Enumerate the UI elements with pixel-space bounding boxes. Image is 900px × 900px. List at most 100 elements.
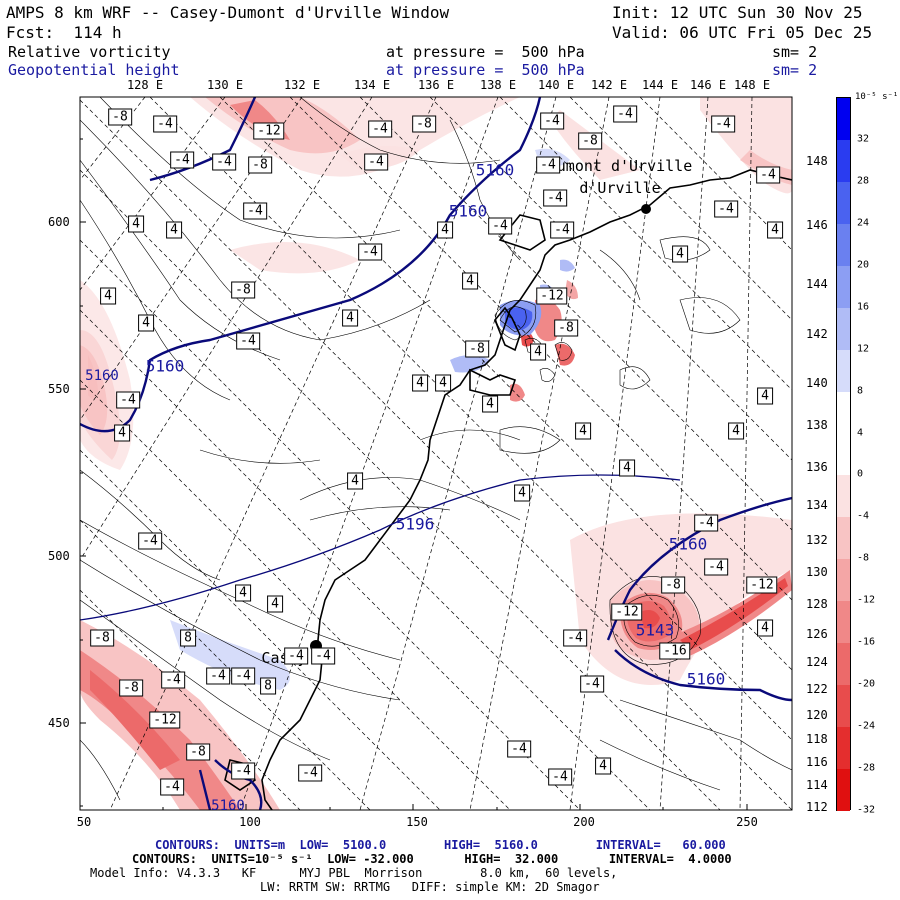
vorticity-label: -8 <box>90 629 114 647</box>
vorticity-label: 4 <box>437 221 453 239</box>
colorbar-segment <box>837 727 850 770</box>
colorbar-label: 8 <box>857 385 864 397</box>
colorbar-label: -28 <box>857 762 876 774</box>
vorticity-label: 4 <box>462 272 478 290</box>
colorbar-segment <box>837 139 850 183</box>
vorticity-label: 4 <box>530 343 546 361</box>
axis-ticks <box>79 138 748 810</box>
y-tick-label: 500 <box>48 549 70 563</box>
y-tick-label: 550 <box>48 382 70 396</box>
field1-name: Relative vorticity <box>8 43 171 61</box>
vorticity-label: -8 <box>661 576 685 594</box>
x-tick-label: 200 <box>573 815 595 829</box>
right-lon-label: 128 E <box>806 597 843 611</box>
vorticity-label: -4 <box>507 740 531 758</box>
vorticity-label: 4 <box>412 374 428 392</box>
lon-label: 136 E <box>417 78 455 92</box>
vorticity-label: 4 <box>482 395 498 413</box>
height-label: 5160 <box>145 356 185 376</box>
x-tick-label: 50 <box>76 815 92 829</box>
lon-label: 128 E <box>126 78 164 92</box>
vorticity-label: -12 <box>611 603 643 621</box>
vorticity-label: 4 <box>575 422 591 440</box>
footer-physics: LW: RRTM SW: RRTMG DIFF: simple KM: 2D S… <box>260 880 600 894</box>
height-label: 5160 <box>211 798 245 814</box>
y-tick-label: 600 <box>48 215 70 229</box>
vorticity-label: -4 <box>138 532 162 550</box>
height-label: 5160 <box>686 669 726 689</box>
colorbar-label: 20 <box>857 259 870 271</box>
colorbar-label: -32 <box>857 804 876 816</box>
vorticity-label: -4 <box>236 332 260 350</box>
vorticity-label: -4 <box>704 558 728 576</box>
right-lon-label: 136 E <box>806 460 843 474</box>
vorticity-label: -4 <box>550 221 574 239</box>
vorticity-label: 4 <box>435 374 451 392</box>
vorticity-label: -4 <box>231 667 255 685</box>
vorticity-label: 4 <box>267 595 283 613</box>
vorticity-label: 8 <box>180 629 196 647</box>
right-lon-label: 112 E <box>806 800 843 814</box>
colorbar-label: -16 <box>857 636 876 648</box>
colorbar-segment <box>837 265 850 309</box>
vorticity-label: -4 <box>170 151 194 169</box>
vorticity-label: -4 <box>756 166 780 184</box>
height-label: 5160 <box>475 160 515 180</box>
vorticity-label: -16 <box>659 642 691 660</box>
x-tick-label: 250 <box>736 815 758 829</box>
colorbar-segment <box>837 559 850 602</box>
vorticity-label: -8 <box>554 319 578 337</box>
colorbar-segment <box>837 685 850 728</box>
height-label: 5160 <box>448 201 488 221</box>
right-lon-label: 118 E <box>806 732 843 746</box>
colorbar-label: 32 <box>857 133 870 145</box>
vorticity-label: 4 <box>347 472 363 490</box>
vorticity-label: -4 <box>488 217 512 235</box>
height-label: 5160 <box>85 368 119 384</box>
colorbar-segment <box>837 98 850 141</box>
field2-name: Geopotential height <box>8 61 180 79</box>
field2-sm: sm= 2 <box>772 61 818 79</box>
vorticity-label: 4 <box>128 215 144 233</box>
vorticity-label: -4 <box>580 675 604 693</box>
vorticity-label: -4 <box>563 629 587 647</box>
vorticity-label: 4 <box>138 314 154 332</box>
station-label-dumont: Dumont d'Urville <box>547 157 693 175</box>
vorticity-label: 4 <box>235 584 251 602</box>
vorticity-label: -4 <box>543 189 567 207</box>
vorticity-label: -4 <box>161 671 185 689</box>
field1-sm: sm= 2 <box>772 43 818 61</box>
colorbar-segment <box>837 517 850 560</box>
field1-pressure: at pressure = 500 hPa <box>386 43 585 61</box>
vorticity-label: -12 <box>253 122 285 140</box>
colorbar-segment <box>837 349 850 393</box>
lon-label: 130 E <box>206 78 244 92</box>
vorticity-label: 4 <box>342 309 358 327</box>
vorticity-label: -4 <box>364 153 388 171</box>
lon-label: 142 E <box>590 78 628 92</box>
vorticity-label: -4 <box>694 514 718 532</box>
right-lon-label: 124 E <box>806 655 843 669</box>
init-time: Init: 12 UTC Sun 30 Nov 25 <box>612 3 863 22</box>
vorticity-label: -4 <box>298 764 322 782</box>
positive-vorticity-shading <box>170 148 575 690</box>
colorbar-segment <box>837 643 850 686</box>
vorticity-label: 4 <box>114 424 130 442</box>
colorbar-label: 16 <box>857 301 870 313</box>
vorticity-label: -4 <box>231 762 255 780</box>
vorticity-label: -4 <box>160 778 184 796</box>
lon-label: 148 E <box>733 78 771 92</box>
colorbar-label: -20 <box>857 678 876 690</box>
vorticity-label: -4 <box>714 200 738 218</box>
height-label: 5196 <box>395 514 435 534</box>
right-lon-label: 148 E <box>806 154 843 168</box>
right-lon-label: 144 E <box>806 277 843 291</box>
y-tick-label: 450 <box>48 716 70 730</box>
vorticity-label: -4 <box>368 120 392 138</box>
height-contour-thin <box>80 474 681 621</box>
vorticity-label: -12 <box>149 711 181 729</box>
right-lon-label: 120 E <box>806 708 843 722</box>
vorticity-label: -8 <box>108 108 132 126</box>
vorticity-label: -4 <box>212 153 236 171</box>
vorticity-label: 4 <box>757 619 773 637</box>
